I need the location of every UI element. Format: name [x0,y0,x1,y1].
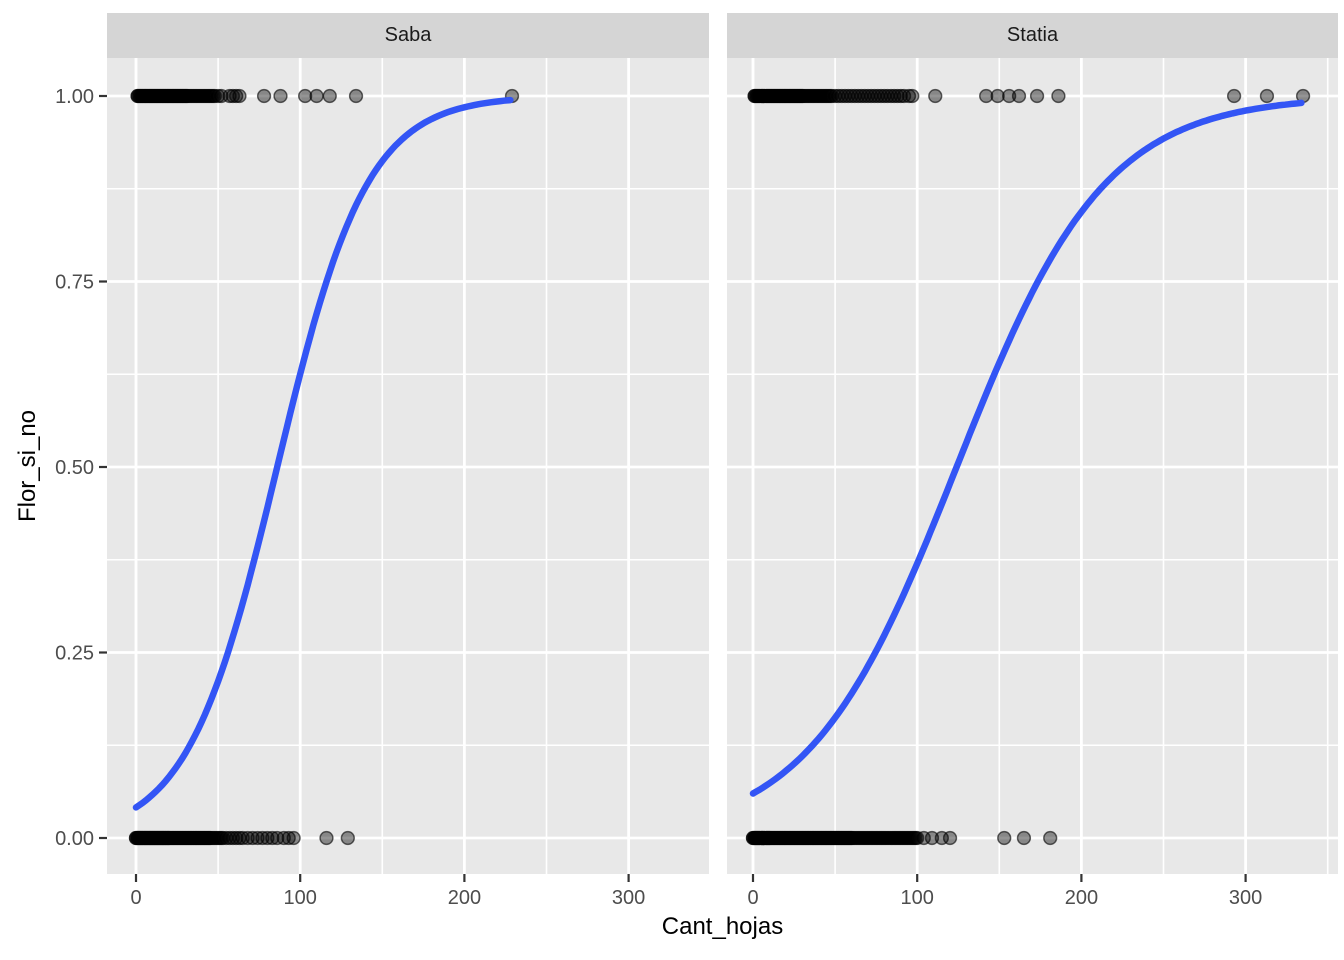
y-tick-label: 0.75 [55,272,94,294]
data-point [1016,830,1032,846]
y-tick-label: 0.25 [55,643,94,665]
x-tick-label: 300 [1229,887,1262,909]
x-tick-label: 0 [130,887,141,909]
y-axis-title: Flor_si_no [14,409,41,523]
data-point [1011,88,1027,104]
x-tick-label: 300 [612,887,645,909]
x-axis-title: Cant_hojas [661,913,784,940]
data-point [240,830,255,846]
regression-curve [749,99,1305,797]
data-point [340,830,355,846]
facet-strip-statia: Statia [727,13,1338,58]
data-point [255,830,270,846]
data-point [348,88,364,104]
data-point [942,830,958,846]
data-point [232,88,247,104]
facet-strip-saba: Saba [107,13,709,58]
data-point [1029,88,1045,104]
data-point [256,88,272,104]
data-point [210,88,226,104]
data-point [924,830,940,846]
data-point [1043,830,1058,846]
data-point [928,88,943,104]
data-point [245,830,260,846]
x-tick-label: 100 [284,887,317,909]
y-tick-label: 1.00 [55,86,94,108]
data-point [286,830,301,846]
data-point [979,88,994,104]
data-point [1259,88,1275,104]
x-tick-label: 0 [747,887,758,909]
data-point [1002,88,1017,104]
facet-strip-label: Saba [384,24,432,46]
panel-saba [107,58,709,874]
x-tick-label: 200 [448,887,481,909]
data-point [990,88,1005,104]
data-point [229,88,244,104]
x-tick-label: 100 [901,887,934,909]
data-point [322,88,337,104]
y-tick-label: 0.00 [55,828,94,850]
data-point [265,830,280,846]
data-point [901,88,917,104]
data-point [1051,88,1066,104]
data-point [281,830,296,846]
data-point [297,88,313,104]
facet-strip-label: Statia [1006,24,1059,46]
data-point [250,830,265,846]
data-point [997,830,1012,846]
regression-curve [132,96,514,811]
data-point [319,830,334,846]
panel-statia [727,58,1338,874]
data-point [273,88,288,104]
data-point [905,88,920,104]
data-point [235,830,250,846]
data-point [276,830,291,846]
x-tick-label: 200 [1065,887,1098,909]
data-point [260,830,275,846]
data-point [309,88,324,104]
y-tick-label: 0.50 [55,457,94,479]
data-point [1226,88,1242,104]
